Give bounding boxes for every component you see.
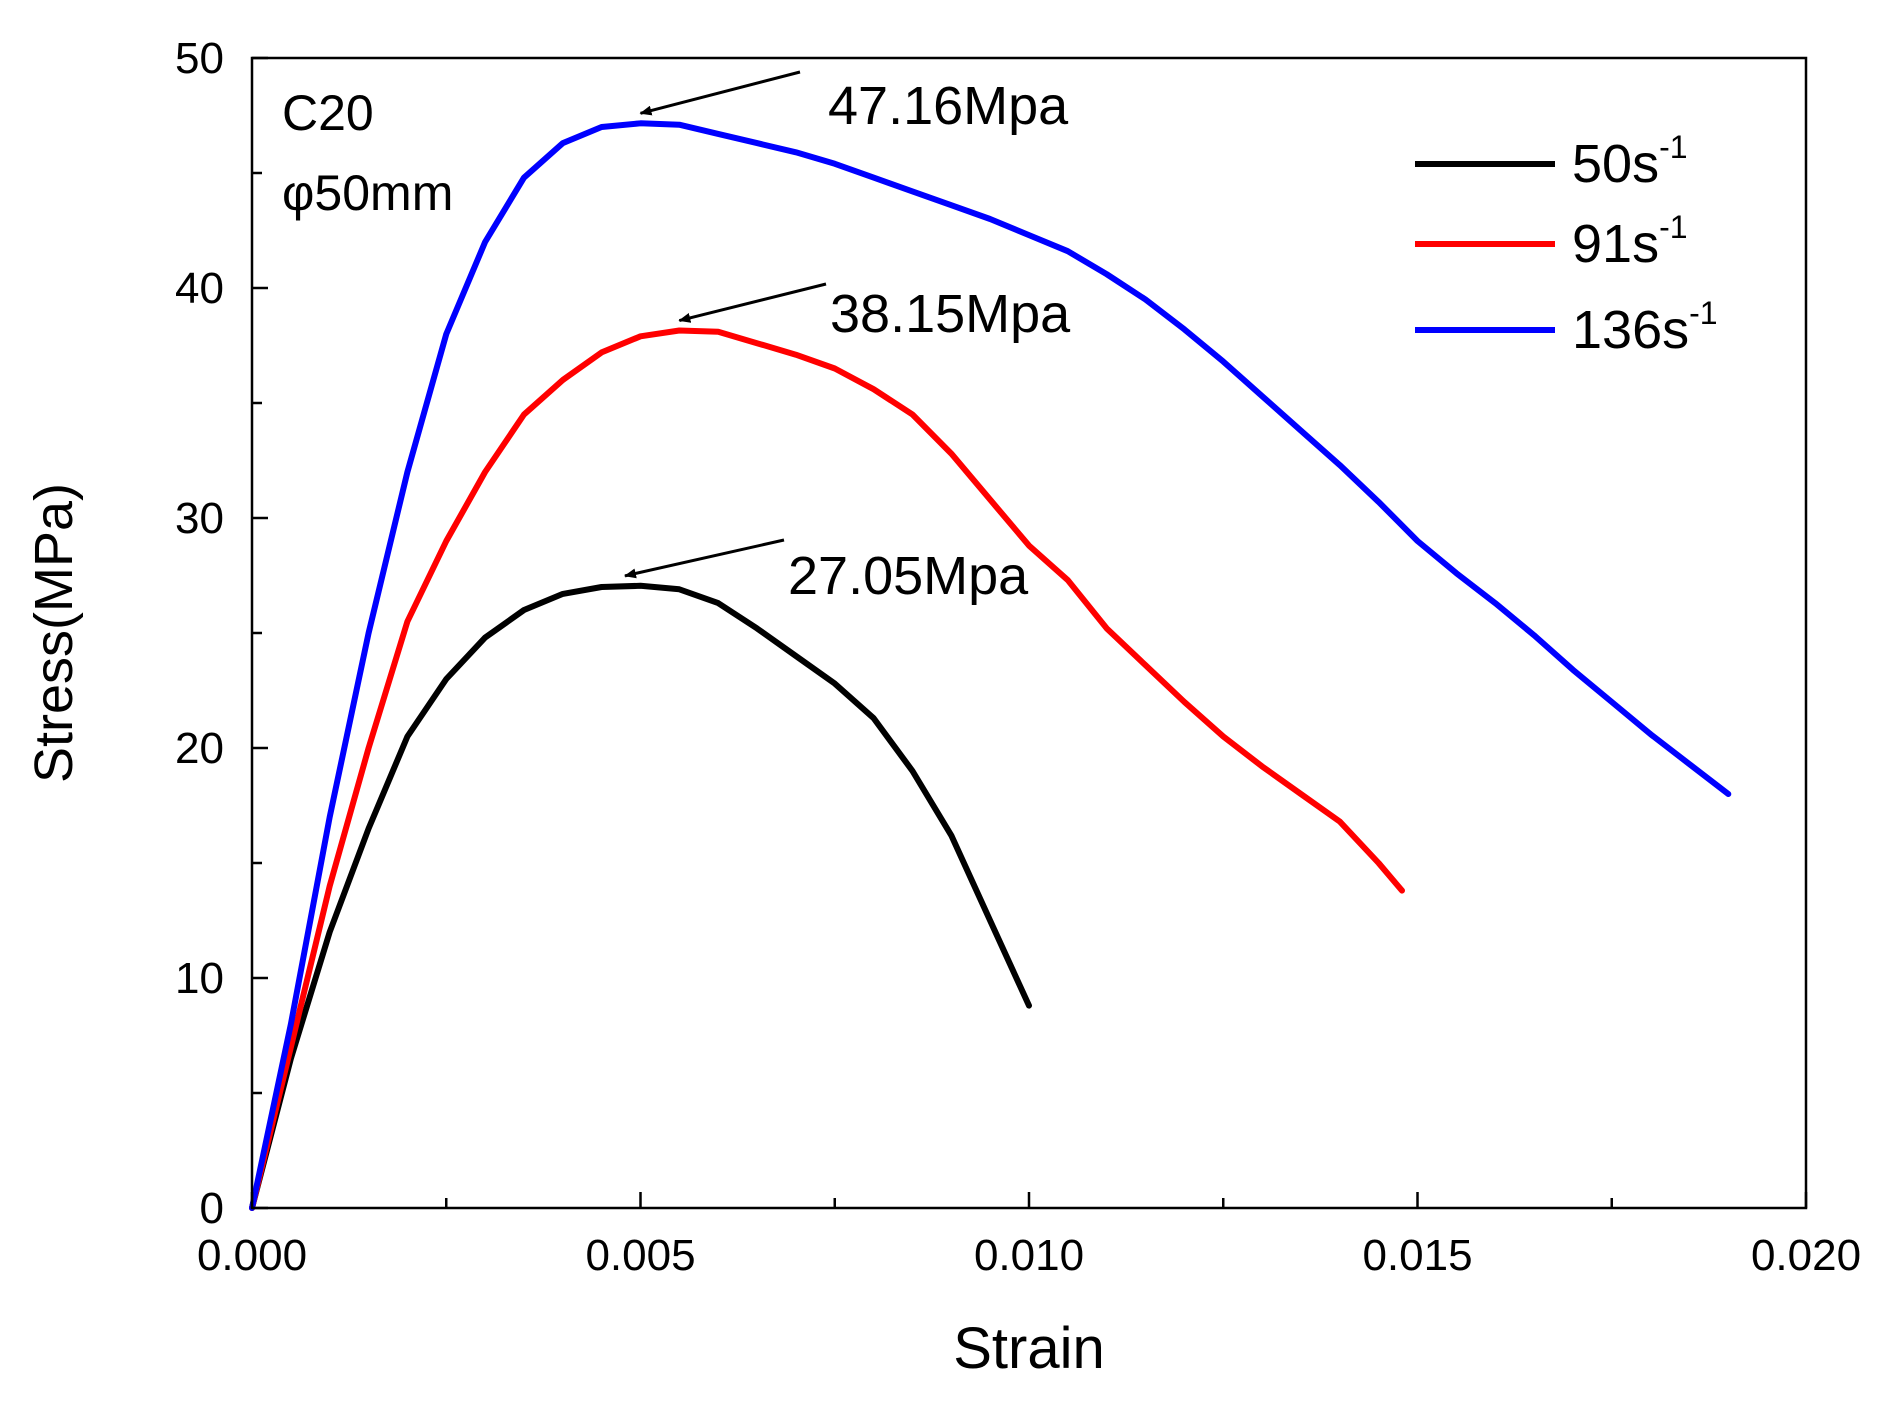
x-tick-label: 0.015 — [1362, 1231, 1472, 1280]
series-layer — [249, 120, 1732, 1211]
specimen-diameter-label: φ50mm — [282, 165, 453, 221]
legend: 50s-1 91s-1 136s-1 — [1415, 129, 1718, 360]
peak-annotation-label: 47.16Mpa — [828, 76, 1069, 136]
series-line-50s-1 — [249, 582, 1032, 1211]
peak-annotation-label: 27.05Mpa — [788, 546, 1029, 606]
x-tick-label: 0.020 — [1751, 1231, 1861, 1280]
y-tick-label: 20 — [175, 724, 224, 773]
series-line-91s-1 — [249, 327, 1405, 1211]
y-axis-ticks: 0 10 20 30 40 50 — [175, 34, 268, 1233]
x-axis-title: Strain — [953, 1316, 1105, 1381]
peak-arrow — [678, 282, 827, 323]
y-tick-label: 40 — [175, 264, 224, 313]
y-axis-title: Stress(MPa) — [24, 483, 84, 783]
legend-label-136s-1: 136s-1 — [1572, 295, 1718, 360]
peak-arrow — [623, 538, 785, 579]
legend-label-50s-1: 50s-1 — [1572, 129, 1688, 194]
y-tick-label: 0 — [200, 1184, 224, 1233]
x-tick-label: 0.005 — [585, 1231, 695, 1280]
x-tick-label: 0.010 — [974, 1231, 1084, 1280]
peak-annotation-label: 38.15Mpa — [830, 284, 1071, 344]
y-tick-label: 30 — [175, 494, 224, 543]
y-tick-label: 50 — [175, 34, 224, 83]
x-tick-label: 0.000 — [197, 1231, 307, 1280]
peak-annotations: 47.16Mpa 38.15Mpa 27.05Mpa — [623, 70, 1071, 606]
peak-arrow — [639, 70, 801, 116]
series-line-136s-1 — [249, 120, 1732, 1211]
specimen-grade-label: C20 — [282, 85, 374, 141]
x-axis-ticks: 0.000 0.005 0.010 0.015 0.020 — [197, 1192, 1861, 1280]
y-tick-label: 10 — [175, 954, 224, 1003]
legend-label-91s-1: 91s-1 — [1572, 209, 1688, 274]
